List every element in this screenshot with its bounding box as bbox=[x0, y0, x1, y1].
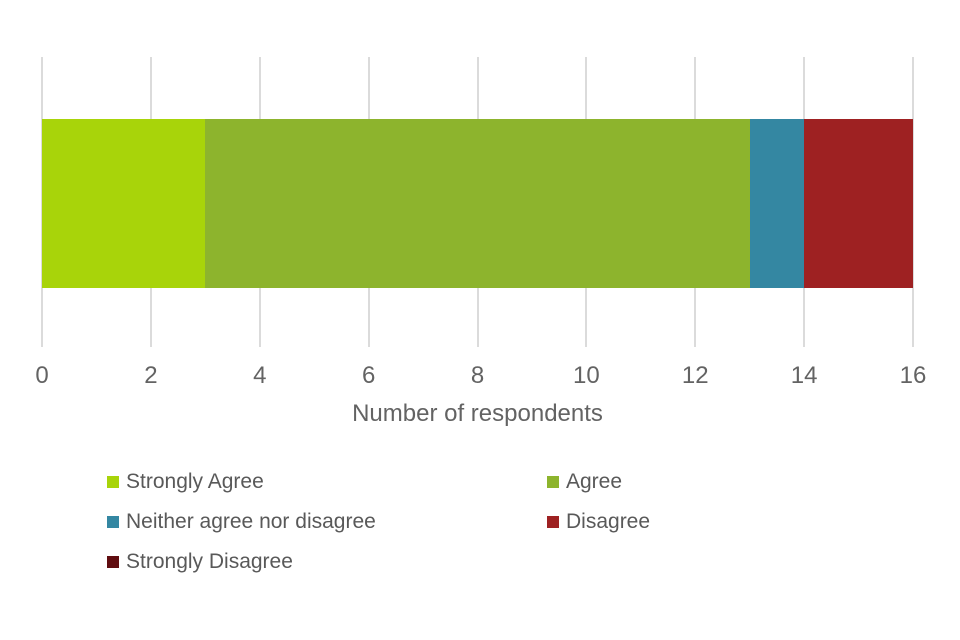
legend-item-disagree: Disagree bbox=[547, 510, 650, 534]
x-tick-label-10: 10 bbox=[573, 362, 600, 389]
legend-label: Agree bbox=[566, 470, 623, 493]
x-tick-label-4: 4 bbox=[253, 362, 267, 389]
legend-label: Disagree bbox=[566, 510, 651, 533]
bar-segment-disagree bbox=[804, 119, 913, 288]
x-tick-label-8: 8 bbox=[470, 362, 485, 389]
x-tick-label-12: 12 bbox=[681, 362, 709, 389]
legend-swatch-agree bbox=[547, 476, 559, 488]
x-tick-label-0: 0 bbox=[35, 362, 49, 389]
legend-item-strongly-agree: Strongly Agree bbox=[107, 470, 547, 494]
stacked-bar bbox=[42, 119, 913, 288]
x-tick-label-2: 2 bbox=[144, 362, 158, 389]
legend-swatch-strongly-disagree bbox=[107, 556, 119, 568]
legend-label: Neither agree nor disagree bbox=[126, 510, 376, 533]
legend-swatch-neither-agree-nor-disagree bbox=[107, 516, 119, 528]
x-tick-label-14: 14 bbox=[790, 362, 818, 389]
x-tick-label-6: 6 bbox=[361, 362, 376, 389]
legend-item-agree: Agree bbox=[547, 470, 650, 494]
plot-area bbox=[41, 57, 914, 347]
x-axis-tick-labels: 0 2 4 6 8 10 12 14 16 bbox=[35, 362, 926, 392]
legend-swatch-strongly-agree bbox=[107, 476, 119, 488]
gridline-16 bbox=[912, 57, 914, 347]
bar-segment-strongly-agree bbox=[42, 119, 206, 288]
bar-segment-agree bbox=[205, 119, 750, 288]
legend-label: Strongly Disagree bbox=[126, 550, 293, 573]
legend: Strongly Agree Agree Neither agree nor dis… bbox=[107, 462, 650, 582]
legend-item-neither-agree-nor-disagree: Neither agree nor disagree bbox=[107, 510, 547, 534]
x-tick-label-16: 16 bbox=[899, 362, 927, 389]
legend-label: Strongly Agree bbox=[126, 470, 264, 493]
bar-segment-neither-agree-nor-disagree bbox=[749, 119, 805, 288]
x-axis-title: Number of respondents bbox=[352, 400, 603, 427]
legend-swatch-disagree bbox=[547, 516, 559, 528]
legend-item-strongly-disagree: Strongly Disagree bbox=[107, 550, 547, 574]
